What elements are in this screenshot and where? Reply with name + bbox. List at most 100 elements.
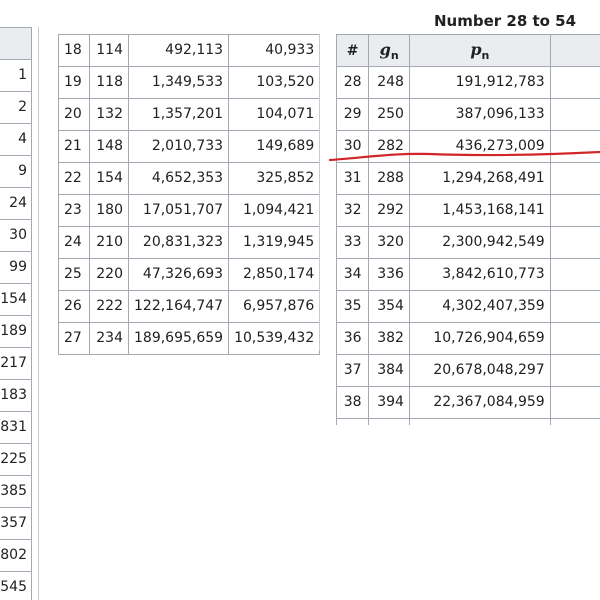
left-table: 1249243099154189217,183,831,225,385,357,… xyxy=(0,27,33,600)
cell-index: 21 xyxy=(58,130,90,163)
right-table: # gn pn l 28248191,912,78310,29250387,09… xyxy=(336,34,600,425)
cell-index: 28 xyxy=(336,66,370,99)
left-table-cell: 189 xyxy=(0,315,33,348)
cell-fourth: 10,539,432 xyxy=(228,322,321,355)
cell-fourth: 23, xyxy=(549,130,600,163)
cell-fourth: 486, xyxy=(549,322,600,355)
table-row: 1 xyxy=(0,59,33,92)
table-row: 154 xyxy=(0,283,33,316)
cell-g: 118 xyxy=(89,66,129,99)
table-row: ,802 xyxy=(0,539,33,572)
cell-g: 384 xyxy=(368,354,410,387)
cell-p: 1,294,268,491 xyxy=(408,162,551,195)
header-g-symbol: g xyxy=(379,39,391,59)
table-row: 217 xyxy=(0,347,33,380)
cell-g: 288 xyxy=(368,162,410,195)
cell-g: 114 xyxy=(89,34,129,67)
cell-g: 248 xyxy=(368,66,410,99)
cell-p: 20,831,323 xyxy=(127,226,230,259)
cell-p: 2,010,733 xyxy=(127,130,230,163)
table-row: 27 234 189,695,659 10,539,432 xyxy=(58,322,321,355)
cell-g: 456 xyxy=(368,418,410,425)
cell-g: 320 xyxy=(368,226,410,259)
left-table-header-cell xyxy=(0,27,33,60)
cell-p: 191,912,783 xyxy=(408,66,551,99)
left-table-cell: 2 xyxy=(0,91,33,124)
table-row: ,831 xyxy=(0,411,33,444)
cell-index: 27 xyxy=(58,322,90,355)
left-table-cell: 24 xyxy=(0,187,33,220)
cell-index: 26 xyxy=(58,290,90,323)
cell-p: 47,326,693 xyxy=(127,258,230,291)
cell-index: 35 xyxy=(336,290,370,323)
cell-p: 4,302,407,359 xyxy=(408,290,551,323)
header-p-subscript: n xyxy=(481,48,490,62)
middle-scroll-divider xyxy=(319,34,320,351)
cell-p: 189,695,659 xyxy=(127,322,230,355)
cell-g: 234 xyxy=(89,322,129,355)
cell-g: 154 xyxy=(89,162,129,195)
cell-index: 22 xyxy=(58,162,90,195)
table-row: 24 210 20,831,323 1,319,945 xyxy=(58,226,321,259)
cell-index: 24 xyxy=(58,226,90,259)
cell-index: 19 xyxy=(58,66,90,99)
right-table-container: # gn pn l 28248191,912,78310,29250387,09… xyxy=(336,34,600,425)
cell-index: 20 xyxy=(58,98,90,131)
table-row: ,545 xyxy=(0,571,33,600)
cell-g: 180 xyxy=(89,194,129,227)
left-table-cell: ,183 xyxy=(0,379,33,412)
cell-fourth: 10, xyxy=(549,66,600,99)
left-table-cell: 154 xyxy=(0,283,33,316)
cell-g: 354 xyxy=(368,290,410,323)
cell-index: 34 xyxy=(336,258,370,291)
table-row: 18 114 492,113 40,933 xyxy=(58,34,321,67)
table-row: 24 xyxy=(0,187,33,220)
table-row: 2 xyxy=(0,91,33,124)
left-table-header-row xyxy=(0,27,33,60)
left-table-cell: 1 xyxy=(0,59,33,92)
cell-index: 23 xyxy=(58,194,90,227)
cell-fourth: 1,094, xyxy=(549,418,600,425)
left-table-cell: 30 xyxy=(0,219,33,252)
cell-g: 336 xyxy=(368,258,410,291)
cell-index: 33 xyxy=(336,226,370,259)
cell-fourth: 112, xyxy=(549,226,600,259)
cell-fourth: 1,319,945 xyxy=(228,226,321,259)
left-table-cell: 217 xyxy=(0,347,33,380)
cell-g: 282 xyxy=(368,130,410,163)
table-row: ,385 xyxy=(0,475,33,508)
cell-p: 492,113 xyxy=(127,34,230,67)
cell-fourth: 6,957,876 xyxy=(228,290,321,323)
cell-g: 250 xyxy=(368,98,410,131)
table-row: 30 xyxy=(0,219,33,252)
right-table-title: Number 28 to 54 xyxy=(434,12,577,30)
header-p-n: pn xyxy=(408,34,551,67)
cell-fourth: 182, xyxy=(549,258,600,291)
cell-p: 436,273,009 xyxy=(408,130,551,163)
table-row: 20 132 1,357,201 104,071 xyxy=(58,98,321,131)
header-g-subscript: n xyxy=(390,48,399,62)
cell-fourth: 104,071 xyxy=(228,98,321,131)
cell-fourth: 203, xyxy=(549,290,600,323)
table-row: ,357 xyxy=(0,507,33,540)
cell-p: 17,051,707 xyxy=(127,194,230,227)
cell-p: 22,367,084,959 xyxy=(408,386,551,419)
cell-index: 32 xyxy=(336,194,370,227)
header-fourth: l xyxy=(549,34,600,67)
cell-g: 222 xyxy=(89,290,129,323)
cell-index: 39 xyxy=(336,418,370,425)
left-table-container: 1249243099154189217,183,831,225,385,357,… xyxy=(0,0,36,600)
cell-index: 25 xyxy=(58,258,90,291)
cell-p: 20,678,048,297 xyxy=(408,354,551,387)
cell-index: 30 xyxy=(336,130,370,163)
cell-g: 394 xyxy=(368,386,410,419)
table-row: ,183 xyxy=(0,379,33,412)
table-row: 22 154 4,652,353 325,852 xyxy=(58,162,321,195)
cell-p: 1,453,168,141 xyxy=(408,194,551,227)
